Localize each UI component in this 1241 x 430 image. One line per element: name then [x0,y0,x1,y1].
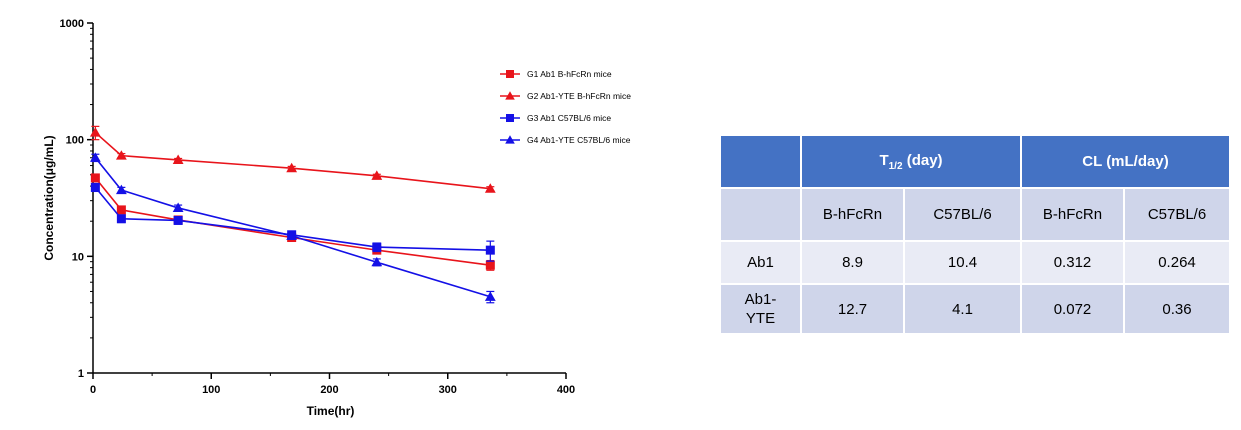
table-cell: 10.4 [903,240,1022,285]
x-tick-label: 100 [202,384,220,396]
data-point [115,150,127,160]
legend-marker [506,70,514,78]
table-corner-cell [719,134,802,189]
subheader-cell: B-hFcRn [1020,187,1125,242]
table-cell: 4.1 [903,283,1022,335]
legend-label: G4 Ab1-YTE C57BL/6 mice [527,135,631,145]
y-tick-label: 100 [66,135,84,147]
pk-line-chart: 1 10 100 1000 0 100 200 300 400 Time(hr) Concentra… [42,18,631,418]
cl-header: CL (mL/day) [1020,134,1231,189]
data-point [115,184,127,195]
table-header-row: T1/2 (day) CL (mL/day) [719,134,1231,189]
pk-parameter-table: T1/2 (day) CL (mL/day) B-hFcRn C57BL/6 B… [719,134,1231,335]
table-cell: 0.264 [1123,240,1231,285]
table-row: Ab1 8.9 10.4 0.312 0.264 [719,240,1231,285]
data-point [485,245,495,255]
x-tick-label: 0 [90,384,96,396]
x-tick-label: 400 [557,384,575,396]
data-point [286,230,298,240]
data-point [172,202,184,212]
x-axis-title: Time(hr) [307,404,355,418]
data-point [371,256,383,267]
table-subheader-row: B-hFcRn C57BL/6 B-hFcRn C57BL/6 [719,187,1231,242]
series-line [94,131,491,190]
table-cell: 0.072 [1020,283,1125,335]
data-point [484,291,496,301]
data-point [90,182,100,192]
legend-marker [506,114,514,122]
data-point [90,173,100,183]
row-label: Ab1-YTE [719,283,802,335]
legend-label: G3 Ab1 C57BL/6 mice [527,113,611,123]
data-point [173,215,183,225]
y-tick-label: 1 [78,368,84,380]
series-line [94,177,491,266]
x-tick-label: 300 [439,384,457,396]
data-point [484,183,496,193]
data-point [371,170,383,180]
y-axis-title: Concentration(μg/mL) [42,135,56,260]
y-tick-label: 1000 [60,18,84,30]
legend-marker [505,91,515,100]
subheader-cell: C57BL/6 [1123,187,1231,242]
data-point [116,214,126,224]
table-cell: 12.7 [800,283,905,335]
x-tick-label: 200 [320,384,338,396]
data-point [286,162,298,173]
t-half-header: T1/2 (day) [800,134,1022,189]
data-point [89,127,101,137]
series-line [94,157,491,298]
subheader-cell: B-hFcRn [800,187,905,242]
legend-label: G1 Ab1 B-hFcRn mice [527,69,612,79]
data-point [89,152,101,162]
data-point [116,205,126,215]
data-point [485,260,495,270]
series-line [94,186,491,251]
table-cell: 0.36 [1123,283,1231,335]
legend-label: G2 Ab1-YTE B-hFcRn mice [527,91,631,101]
table-subheader-blank [719,187,802,242]
row-label: Ab1 [719,240,802,285]
table-cell: 0.312 [1020,240,1125,285]
data-point [372,242,382,252]
y-tick-label: 10 [72,251,84,263]
table-row: Ab1-YTE 12.7 4.1 0.072 0.36 [719,283,1231,335]
legend-marker [505,135,515,144]
subheader-cell: C57BL/6 [903,187,1022,242]
data-point [172,154,184,165]
table-cell: 8.9 [800,240,905,285]
